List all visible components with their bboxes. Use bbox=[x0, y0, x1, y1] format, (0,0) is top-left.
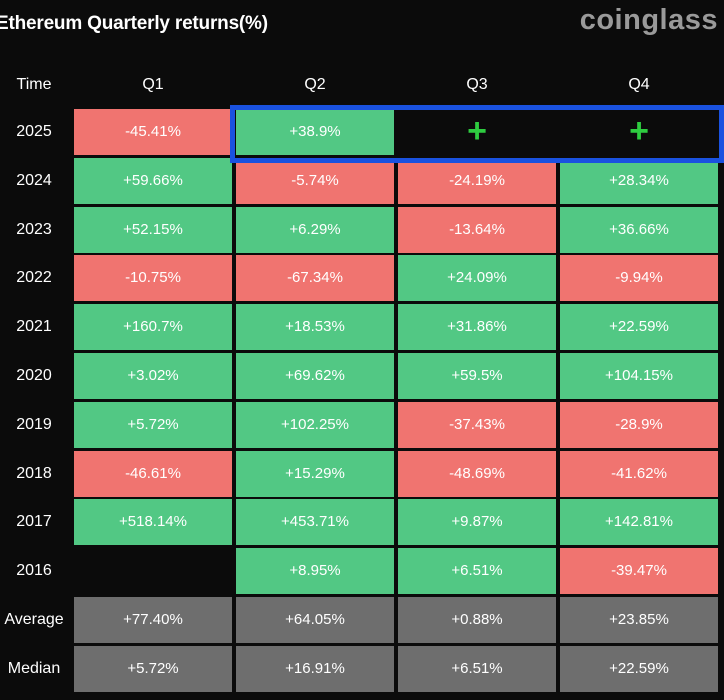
row-average: Average +77.40% +64.05% +0.88% +23.85% bbox=[0, 597, 724, 643]
cell-2021-q3: +31.86% bbox=[398, 304, 556, 351]
cell-2020-q2: +69.62% bbox=[236, 353, 394, 399]
row-2018: 2018 -46.61% +15.29% -48.69% -41.62% bbox=[0, 450, 724, 497]
cell-2017-q1: +518.14% bbox=[74, 499, 232, 546]
cell-2017-q2: +453.71% bbox=[236, 499, 394, 546]
row-label: Median bbox=[7, 659, 61, 677]
header-q1: Q1 bbox=[142, 76, 164, 93]
row-label: 2025 bbox=[16, 123, 52, 140]
header-time: Time bbox=[16, 76, 52, 93]
row-label: 2024 bbox=[16, 171, 52, 189]
cell-2019-q3: -37.43% bbox=[398, 401, 556, 448]
cell-2017-q4: +142.81% bbox=[560, 499, 718, 546]
chart-title: Ethereum Quarterly returns(%) bbox=[0, 13, 268, 34]
cell-2024-q3: -24.19% bbox=[398, 157, 556, 204]
cell-2022-q4: -9.94% bbox=[560, 255, 718, 302]
cell-2020-q1: +3.02% bbox=[74, 353, 232, 399]
row-2022: 2022 -10.75% -67.34% +24.09% -9.94% bbox=[0, 255, 724, 302]
row-2024: 2024 +59.66% -5.74% -24.19% +28.34% bbox=[0, 157, 724, 204]
row-2017: 2017 +518.14% +453.71% +9.87% +142.81% bbox=[0, 499, 724, 546]
row-median: Median +5.72% +16.91% +6.51% +22.59% bbox=[0, 645, 724, 692]
cell-2025-q2: +38.9% bbox=[236, 109, 394, 155]
plus-icon: + bbox=[467, 112, 487, 150]
cell-average-q4: +23.85% bbox=[560, 597, 718, 643]
row-label: 2017 bbox=[16, 513, 52, 531]
cell-2022-q1: -10.75% bbox=[74, 255, 232, 302]
cell-2016-q1 bbox=[74, 548, 232, 594]
row-2023: 2023 +52.15% +6.29% -13.64% +36.66% bbox=[0, 206, 724, 253]
row-label: 2016 bbox=[16, 562, 52, 580]
cell-2021-q4: +22.59% bbox=[560, 304, 718, 351]
cell-2018-q2: +15.29% bbox=[236, 450, 394, 497]
row-2025: 2025 -45.41% +38.9% + + bbox=[0, 109, 724, 155]
row-label: 2023 bbox=[16, 220, 52, 238]
cell-2022-q2: -67.34% bbox=[236, 255, 394, 302]
row-label: 2022 bbox=[16, 269, 52, 287]
cell-2023-q1: +52.15% bbox=[74, 206, 232, 253]
cell-2019-q1: +5.72% bbox=[74, 401, 232, 448]
cell-2016-q3: +6.51% bbox=[398, 548, 556, 595]
coinglass-logo: coinglass bbox=[579, 4, 718, 36]
cell-2024-q2: -5.74% bbox=[236, 157, 394, 204]
cell-2019-q4: -28.9% bbox=[560, 401, 718, 448]
cell-average-q2: +64.05% bbox=[236, 597, 394, 643]
header-q3: Q3 bbox=[466, 76, 488, 93]
cell-2020-q3: +59.5% bbox=[398, 353, 556, 399]
cell-2020-q4: +104.15% bbox=[560, 353, 718, 399]
row-2019: 2019 +5.72% +102.25% -37.43% -28.9% bbox=[0, 401, 724, 448]
cell-average-q1: +77.40% bbox=[74, 597, 232, 643]
row-2020: 2020 +3.02% +69.62% +59.5% +104.15% bbox=[0, 353, 724, 399]
cell-2021-q1: +160.7% bbox=[74, 304, 232, 351]
cell-median-q1: +5.72% bbox=[74, 645, 232, 692]
row-label: 2021 bbox=[16, 318, 52, 336]
row-2021: 2021 +160.7% +18.53% +31.86% +22.59% bbox=[0, 304, 724, 351]
cell-2023-q4: +36.66% bbox=[560, 206, 718, 253]
cell-2016-q2: +8.95% bbox=[236, 548, 394, 595]
cell-2018-q3: -48.69% bbox=[398, 450, 556, 497]
cell-2024-q4: +28.34% bbox=[560, 157, 718, 204]
cell-median-q3: +6.51% bbox=[398, 645, 556, 692]
cell-2018-q4: -41.62% bbox=[560, 450, 718, 497]
row-label: 2019 bbox=[16, 415, 52, 433]
header-q4: Q4 bbox=[628, 76, 650, 93]
cell-median-q2: +16.91% bbox=[236, 645, 394, 692]
row-label: 2018 bbox=[16, 464, 52, 482]
cell-2021-q2: +18.53% bbox=[236, 304, 394, 351]
cell-average-q3: +0.88% bbox=[398, 597, 556, 643]
row-2016: 2016 +8.95% +6.51% -39.47% bbox=[0, 548, 724, 595]
row-label: Average bbox=[4, 611, 64, 628]
row-label: 2020 bbox=[16, 367, 52, 384]
plus-icon: + bbox=[629, 112, 649, 150]
cell-2019-q2: +102.25% bbox=[236, 401, 394, 448]
cell-2016-q4: -39.47% bbox=[560, 548, 718, 595]
header-q2: Q2 bbox=[304, 76, 326, 93]
cell-median-q4: +22.59% bbox=[560, 645, 718, 692]
cell-2025-q1: -45.41% bbox=[74, 109, 232, 155]
cell-2022-q3: +24.09% bbox=[398, 255, 556, 302]
cell-2023-q2: +6.29% bbox=[236, 206, 394, 253]
header-row: Time Q1 Q2 Q3 Q4 bbox=[0, 62, 724, 108]
cell-2023-q3: -13.64% bbox=[398, 206, 556, 253]
cell-2024-q1: +59.66% bbox=[74, 157, 232, 204]
cell-2017-q3: +9.87% bbox=[398, 499, 556, 546]
cell-2018-q1: -46.61% bbox=[74, 450, 232, 497]
